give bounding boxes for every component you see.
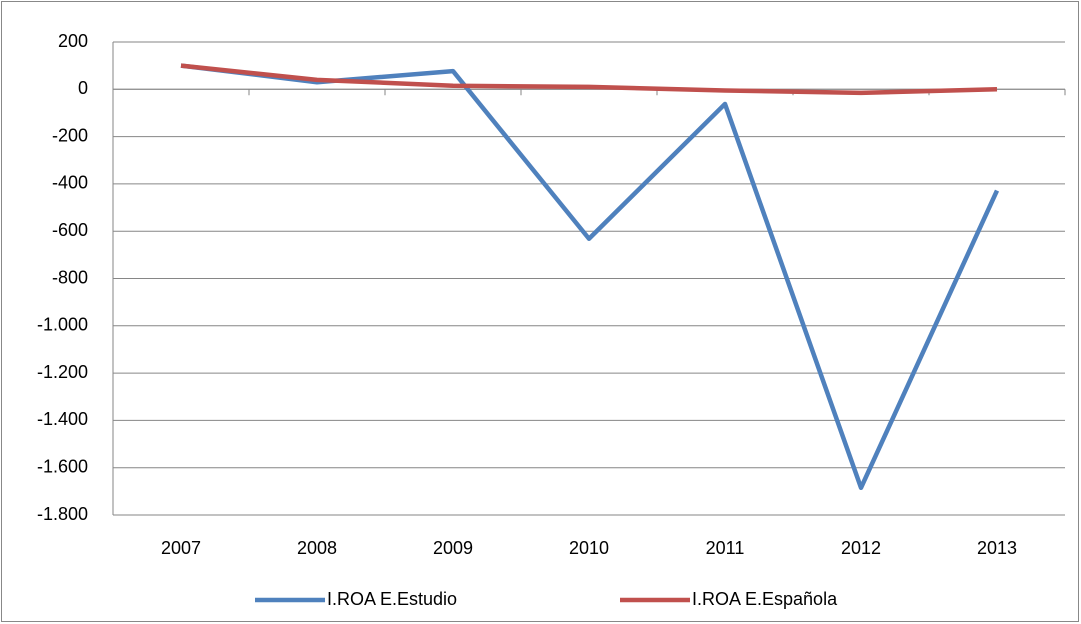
- legend-label: I.ROA E.Española: [692, 589, 838, 609]
- y-tick-label: 0: [78, 78, 88, 98]
- x-tick-label: 2010: [569, 538, 609, 558]
- legend-label: I.ROA E.Estudio: [327, 589, 457, 609]
- x-tick-label: 2013: [977, 538, 1017, 558]
- y-tick-label: -400: [52, 173, 88, 193]
- x-tick-label: 2007: [161, 538, 201, 558]
- series-line: [180, 63, 998, 96]
- y-tick-label: 200: [58, 31, 88, 51]
- y-tick-label: -1.000: [37, 315, 88, 335]
- y-tick-label: -200: [52, 125, 88, 145]
- x-tick-label: 2012: [841, 538, 881, 558]
- series-line: [180, 63, 1000, 491]
- y-tick-label: -1.600: [37, 456, 88, 476]
- y-tick-label: -1.400: [37, 409, 88, 429]
- y-tick-label: -1.200: [37, 362, 88, 382]
- y-tick-label: -800: [52, 267, 88, 287]
- x-tick-label: 2011: [706, 538, 745, 558]
- x-tick-label: 2008: [297, 538, 337, 558]
- x-tick-label: 2009: [433, 538, 473, 558]
- y-tick-label: -1.800: [37, 504, 88, 524]
- y-tick-label: -600: [52, 220, 88, 240]
